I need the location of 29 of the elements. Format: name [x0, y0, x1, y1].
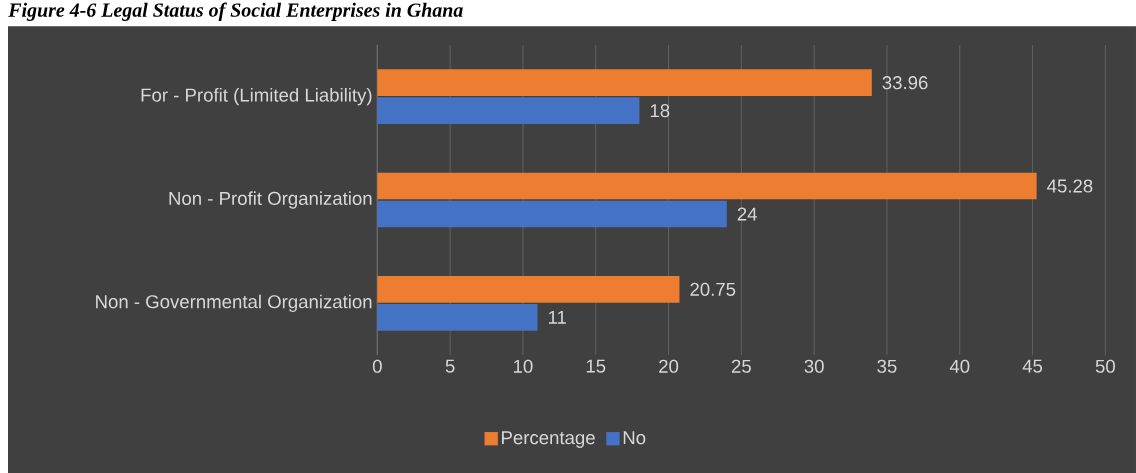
- legend-label: No: [623, 431, 646, 445]
- legend-label: Percentage: [502, 431, 595, 448]
- x-tick-label: 50: [1095, 359, 1115, 373]
- bar: [377, 97, 640, 125]
- y-tick-label: For - Profit (Limited Liability): [141, 88, 372, 106]
- x-tick-label: 15: [586, 359, 606, 373]
- bar: [377, 276, 680, 303]
- data-label: 20.75: [690, 282, 736, 296]
- data-label: 24: [737, 207, 757, 221]
- x-tick-label: 40: [949, 359, 970, 373]
- y-tick-label: Non - Governmental Organization: [96, 294, 372, 312]
- bar: [377, 69, 872, 97]
- x-tick-label: 30: [804, 359, 824, 373]
- x-tick-label: 0: [372, 359, 382, 373]
- x-tick-label: 25: [731, 359, 751, 373]
- x-tick-label: 5: [445, 359, 455, 373]
- x-tick-label: 20: [659, 359, 679, 373]
- y-tick-label: Non - Profit Organization: [169, 191, 372, 209]
- x-tick-label: 10: [514, 359, 533, 373]
- data-label: 18: [650, 104, 670, 118]
- x-tick-label: 35: [877, 359, 897, 373]
- bar: [377, 200, 727, 228]
- data-label: 33.96: [882, 76, 928, 90]
- chart-title: Figure 4-6 Legal Status of Social Enterprises in Ghana: [8, 2, 463, 21]
- data-label: 45.28: [1047, 179, 1093, 193]
- data-label: 11: [548, 310, 566, 324]
- bar: [377, 172, 1037, 200]
- bar: [377, 304, 538, 331]
- x-tick-label: 45: [1022, 359, 1043, 373]
